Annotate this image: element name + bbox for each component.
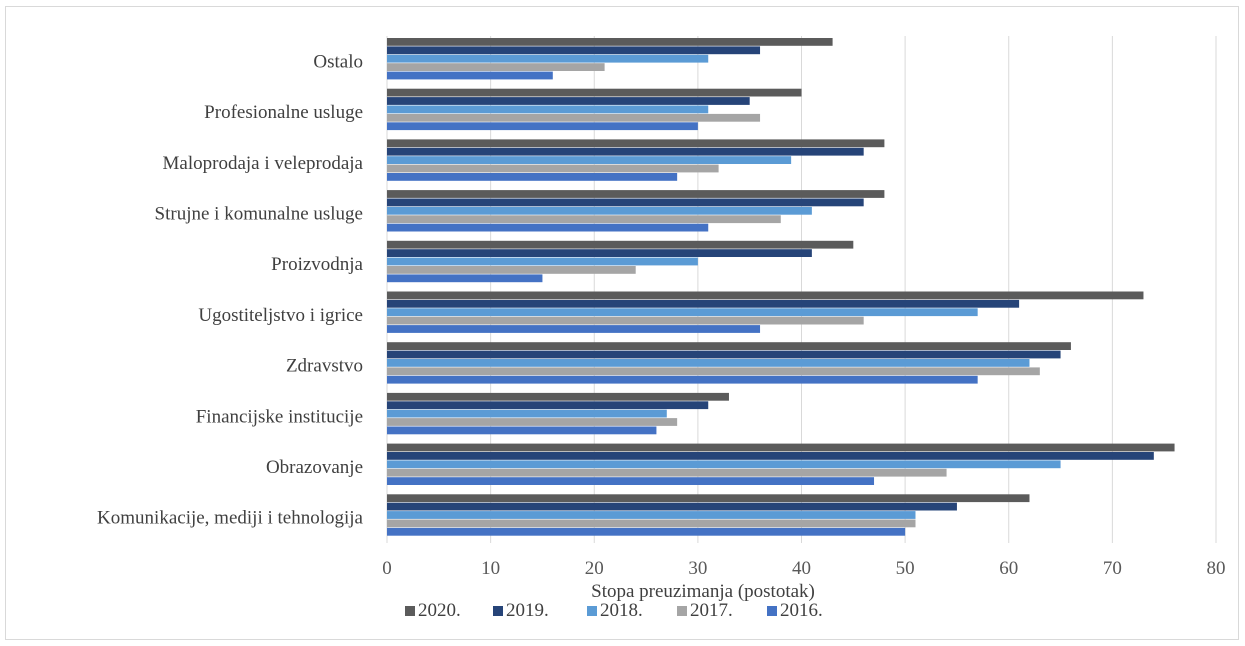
legend-swatch [493,606,503,616]
bar [387,316,864,325]
bar [387,291,1144,300]
bar [387,375,978,384]
x-tick-label: 60 [999,558,1018,579]
category-label: Strujne i komunalne usluge [155,203,363,224]
bar [387,71,553,80]
bar [387,190,885,198]
bar [387,147,864,156]
x-tick-labels: 0 10 20 30 40 50 60 70 80 [382,558,1225,579]
bar [387,38,833,46]
bar [387,164,719,173]
bar [387,215,781,224]
bar [387,54,709,63]
category-label: Proizvodnja [271,254,363,275]
legend-swatch [677,606,687,616]
bar [387,198,864,207]
x-tick-label: 30 [688,558,707,579]
legend-label: 2017. [690,600,733,621]
bar [387,122,698,131]
bar [387,527,906,536]
x-tick-label: 70 [1103,558,1122,579]
bar [387,443,1175,452]
x-tick-label: 80 [1207,558,1226,579]
x-tick-label: 50 [896,558,915,579]
legend-swatch [767,606,777,616]
bar [387,401,709,410]
bar [387,452,1154,460]
legend: 2020. 2019. 2018. 2017. 2016. [405,600,823,621]
bar [387,367,1040,376]
bar [387,342,1071,350]
bar [387,359,1030,367]
category-label: Zdravstvo [286,356,363,377]
bar [387,274,543,283]
bar [387,206,812,215]
x-tick-label: 40 [792,558,811,579]
legend-label: 2020. [418,600,461,621]
bar [387,494,1030,503]
bar [387,139,885,148]
category-label: Maloprodaja i veleprodaja [163,153,364,174]
category-labels: Ostalo Profesionalne usluge Maloprodaja i … [97,51,364,528]
bar [387,257,698,266]
bar [387,418,678,426]
category-label: Komunikacije, mediji i tehnologija [97,508,364,529]
x-axis-title: Stopa preuzimanja (postotak) [591,581,815,602]
category-label: Profesionalne usluge [204,102,363,123]
bar [387,409,667,418]
bar [387,266,636,274]
bar [387,46,761,55]
legend-swatch [587,606,597,616]
legend-label: 2018. [600,600,643,621]
bars [387,38,1175,536]
bar [387,240,854,249]
bar [387,468,947,477]
legend-label: 2016. [780,600,823,621]
x-tick-label: 20 [585,558,604,579]
x-tick-label: 10 [481,558,500,579]
bar [387,113,761,122]
bar [387,63,605,71]
bar [387,308,978,317]
bar [387,223,709,232]
bar [387,392,729,401]
category-label: Ugostiteljstvo i igrice [198,305,363,326]
bar [387,426,657,435]
bar [387,97,750,105]
x-tick-label: 0 [382,558,392,579]
legend-swatch [405,606,415,616]
category-label: Ostalo [313,51,363,72]
category-label: Obrazovanje [266,457,363,478]
bar [387,105,709,114]
bar [387,173,678,181]
bar [387,350,1061,359]
bar [387,460,1061,469]
bar [387,477,875,485]
bar [387,88,802,97]
bar [387,519,916,528]
bar [387,156,792,164]
bar [387,511,916,519]
bar [387,299,1020,308]
legend-label: 2019. [506,600,549,621]
bar [387,325,761,333]
bar [387,502,957,511]
category-label: Financijske institucije [196,406,363,427]
bar [387,249,812,257]
